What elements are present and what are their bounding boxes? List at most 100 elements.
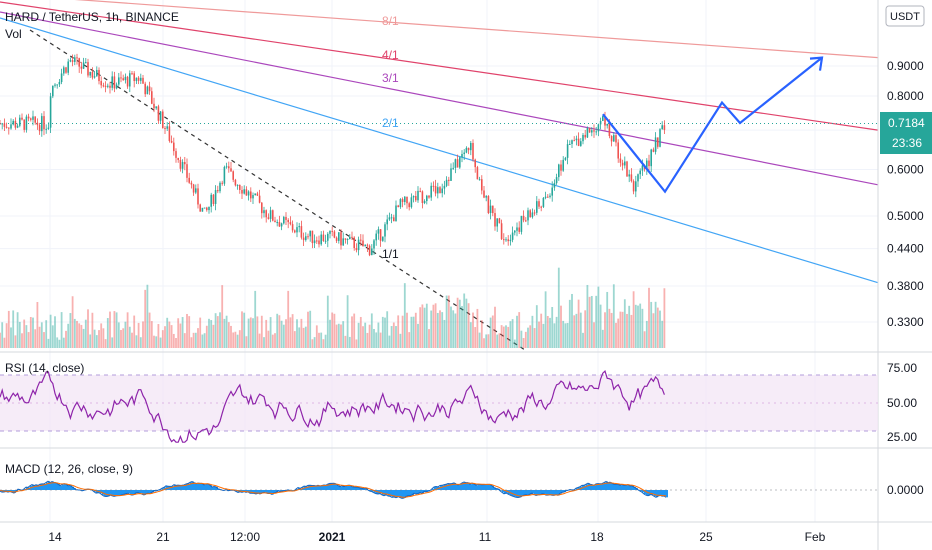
rsi-path [0,369,665,443]
macd-bar [26,487,28,490]
time-tick-label: 2021 [319,530,346,544]
candle-body [461,154,463,158]
candle-body [219,182,221,192]
macd-bar [454,482,456,490]
macd-bar [124,490,126,495]
volume-bar [630,314,633,348]
volume-bar [456,297,459,348]
macd-bar [198,483,200,490]
volume-bar [386,311,389,348]
volume-bar [32,317,34,348]
currency-badge[interactable] [885,5,925,27]
volume-bar [502,326,505,348]
macd-bar [42,483,44,490]
macd-bar [596,483,598,490]
volume-bar [155,336,158,348]
candle-body [375,233,377,241]
candle-body [496,218,498,227]
candle-body [212,194,215,204]
volume-bar [337,323,340,348]
volume-bar [608,308,611,348]
macd-bar [624,485,626,490]
candle-body [32,116,34,120]
rsi-tick-label: 50.00 [887,396,917,410]
volume-bar [276,313,279,348]
volume-bar [208,318,210,348]
candle-body [307,236,309,238]
candle-body [313,240,316,244]
candle-body [283,216,285,224]
candle-body [522,215,525,221]
macd-bar [616,484,618,490]
volume-bar [172,333,175,348]
macd-bar [618,484,620,490]
volume-bar [205,325,208,348]
candle-body [520,215,523,232]
macd-bar [338,485,340,490]
candle-body [107,85,109,87]
candle-body [252,195,254,199]
candle-body [175,151,177,158]
candle-body [586,128,589,138]
candle-body [661,125,663,130]
volume-bar [287,290,290,348]
candle-body [151,91,153,104]
volume-bar [573,315,576,348]
time-axis: 14 21 12:00 2021 11 18 25 Feb [48,530,825,544]
volume-bar [247,318,250,348]
macd-bar [184,484,186,490]
volume-bar [498,333,501,348]
macd-bar [502,490,504,493]
candle-body [351,236,353,238]
volume-bar [291,314,294,348]
macd-bar [114,490,116,497]
candle-body [516,227,518,231]
macd-bar [122,490,124,495]
candle-body [560,164,562,171]
volume-bar [509,321,512,348]
macd-bar [320,486,322,490]
macd-bar [352,486,354,490]
volume-bar [610,312,613,348]
macd-bar [660,490,662,496]
volume-bar [329,319,331,348]
candle-body [324,240,327,242]
macd-bar [176,485,178,490]
volume-bar [238,330,241,348]
macd-bar [330,483,332,490]
volume-bar [326,295,329,348]
candle-body [621,162,624,166]
candle-body [311,230,314,244]
candle-body [146,86,149,95]
candle-body [60,73,63,83]
candle-body [91,71,94,78]
volume-bar [375,332,378,348]
volume-bar [302,327,305,348]
candle-body [181,162,184,169]
volume-bar [480,320,483,348]
macd-bar [188,483,190,490]
candle-body [98,69,100,82]
macd-bar [214,486,216,490]
volume-bar [7,310,10,348]
volume-bar [560,305,562,348]
candle-body [514,230,516,233]
volume-bar [487,334,490,348]
candle-body [551,187,553,196]
candle-body [208,206,210,211]
candle-body [327,233,329,241]
macd-bar [436,486,438,490]
candle-body [382,236,384,241]
candle-body [353,237,355,249]
candle-body [538,201,540,207]
macd-bar [630,486,632,490]
candle-body [342,238,344,246]
candle-body [221,182,223,184]
candle-body [8,127,10,129]
volume-bar [296,319,298,348]
candle-body [276,222,278,224]
volume-bar [652,313,655,348]
volume-bar [516,315,518,348]
volume-bar [593,322,595,348]
volume-bar [538,321,540,348]
